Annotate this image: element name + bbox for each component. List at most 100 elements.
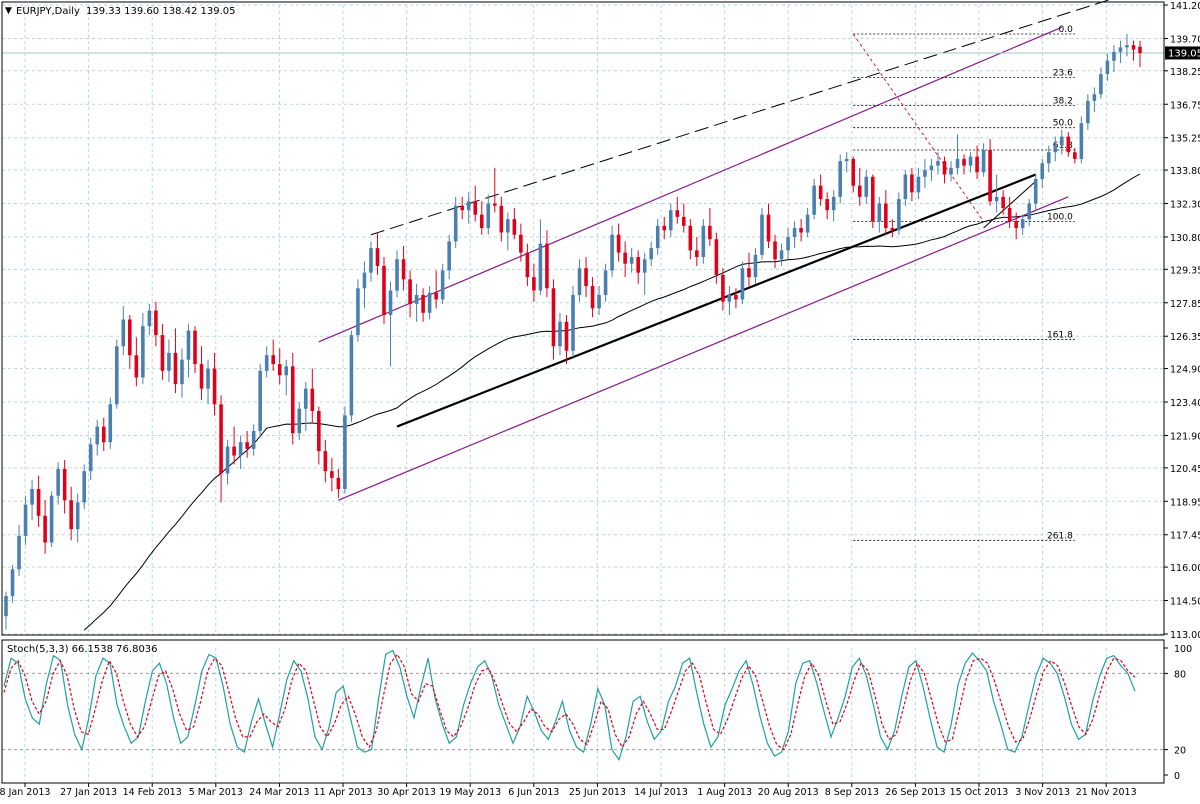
- candle-body: [831, 196, 836, 211]
- candle-body: [421, 294, 425, 313]
- candle-body: [1079, 123, 1084, 159]
- candle-body: [440, 270, 445, 300]
- candle-body: [115, 346, 119, 405]
- candle-body: [825, 199, 829, 211]
- candle-body: [395, 259, 399, 291]
- symbol-dropdown-icon[interactable]: ▼: [5, 6, 12, 16]
- y-tick-label: 138.25: [1170, 67, 1200, 78]
- y-tick-label: 130.80: [1170, 233, 1200, 244]
- candle-body: [786, 236, 790, 251]
- candle-body: [551, 288, 556, 347]
- candle-body: [779, 250, 784, 260]
- candle-body: [414, 294, 419, 304]
- x-tick-label: 11 Apr 2013: [314, 787, 373, 798]
- candle-body: [453, 205, 458, 242]
- candle-body: [1014, 221, 1018, 229]
- candle-body: [1066, 136, 1071, 153]
- y-tick-label: 139.70: [1170, 34, 1200, 45]
- candle-body: [844, 158, 849, 162]
- candle-body: [799, 228, 803, 233]
- candle-body: [662, 225, 667, 231]
- candle-body: [199, 364, 204, 389]
- candle-body: [753, 254, 758, 278]
- candle-body: [994, 196, 999, 202]
- candle-body: [688, 225, 693, 251]
- stoch-panel-frame: [1, 639, 1165, 784]
- candle-body: [173, 352, 178, 385]
- candle-body: [466, 201, 471, 211]
- x-tick-label: 14 Jul 2013: [634, 787, 688, 798]
- fib-level-label: 61.8: [1053, 141, 1073, 151]
- y-tick-label: 127.85: [1170, 299, 1200, 310]
- candle-body: [1020, 219, 1025, 229]
- y-tick-label: 141.20: [1170, 1, 1200, 12]
- candle-body: [343, 415, 347, 490]
- candle-body: [225, 446, 230, 474]
- candle-body: [408, 279, 412, 304]
- candle-body: [134, 355, 139, 378]
- candle-body: [792, 228, 797, 237]
- candle-body: [1112, 51, 1116, 61]
- candle-body: [1099, 74, 1103, 95]
- candle-body: [88, 444, 93, 472]
- candle-body: [1060, 136, 1064, 146]
- candle-body: [36, 489, 41, 516]
- candle-body: [1001, 196, 1005, 208]
- candle-body: [506, 219, 510, 233]
- candle-body: [903, 174, 908, 200]
- candle-body: [721, 274, 725, 302]
- candle-body: [610, 234, 614, 271]
- candle-body: [642, 259, 647, 273]
- candle-body: [43, 515, 47, 543]
- candle-body: [577, 268, 582, 295]
- candle-body: [655, 225, 660, 249]
- y-tick-label: 116.00: [1170, 563, 1200, 574]
- candle-body: [238, 442, 243, 456]
- candle-body: [382, 265, 386, 316]
- fib-level-label: 261.8: [1047, 531, 1073, 541]
- candle-body: [864, 176, 869, 197]
- candle-body: [1073, 152, 1077, 159]
- candle-body: [121, 319, 126, 347]
- candle-body: [975, 156, 979, 173]
- candle-body: [1033, 178, 1038, 204]
- candle-body: [284, 366, 289, 376]
- stoch-tick-label: 80: [1174, 669, 1186, 680]
- x-tick-label: 27 Jan 2013: [60, 787, 117, 798]
- candle-body: [17, 535, 21, 570]
- candle-body: [897, 199, 901, 231]
- candle-body: [271, 355, 275, 365]
- y-tick-label: 132.30: [1170, 200, 1200, 211]
- candle-body: [193, 330, 197, 365]
- x-tick-label: 3 Nov 2013: [1015, 787, 1070, 798]
- candle-body: [623, 252, 627, 264]
- candle-body: [219, 404, 223, 474]
- y-tick-label: 126.35: [1170, 332, 1200, 343]
- fib-level-label: 0.0: [1058, 25, 1073, 35]
- candle-body: [147, 310, 152, 327]
- candle-body: [1007, 207, 1012, 222]
- x-tick-label: 15 Oct 2013: [950, 787, 1009, 798]
- x-tick-label: 1 Aug 2013: [697, 787, 752, 798]
- candle-body: [760, 214, 764, 255]
- candle-body: [538, 243, 543, 291]
- candle-body: [740, 268, 745, 300]
- x-tick-label: 19 May 2013: [439, 787, 501, 798]
- stoch-signal-line: [3, 653, 1136, 751]
- x-tick-label: 24 Mar 2013: [249, 787, 309, 798]
- candle-body: [818, 185, 823, 200]
- candle-body: [251, 431, 256, 449]
- candle-body: [877, 203, 882, 222]
- candle-body: [10, 569, 15, 597]
- candle-body: [773, 241, 777, 260]
- candle-body: [473, 201, 478, 215]
- candle-body: [62, 468, 67, 501]
- candle-body: [558, 321, 562, 347]
- candle-body: [401, 259, 406, 280]
- current-price-label: 139.05: [1168, 48, 1200, 59]
- y-tick-label: 121.90: [1170, 431, 1200, 442]
- candle-body: [584, 268, 588, 287]
- candle-body: [499, 205, 504, 233]
- y-tick-label: 123.40: [1170, 398, 1200, 409]
- candle-body: [981, 149, 986, 173]
